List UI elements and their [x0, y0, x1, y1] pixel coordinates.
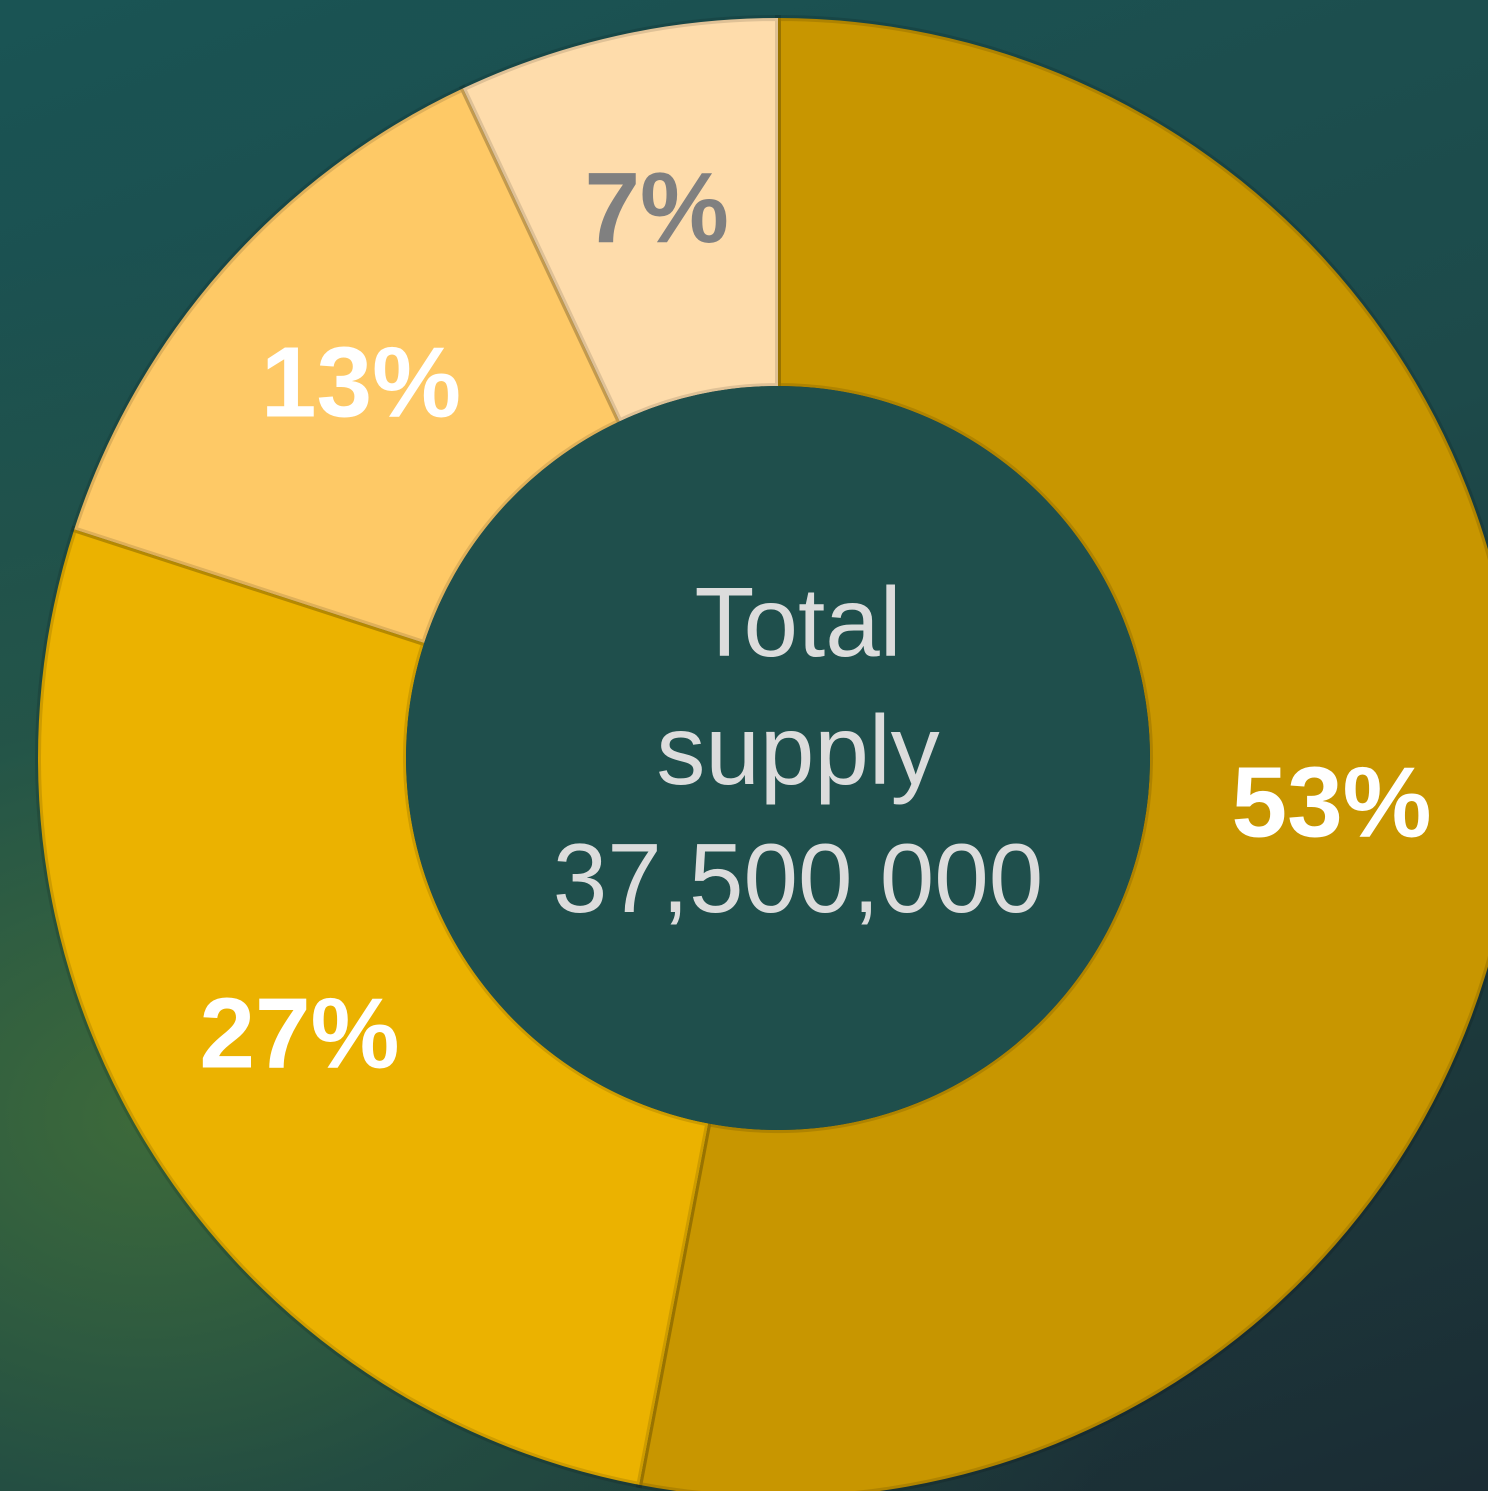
value-label: 27%	[199, 977, 399, 1089]
value-label: 13%	[261, 327, 461, 439]
center-text: Total	[694, 567, 901, 677]
value-label: 7%	[584, 152, 729, 264]
value-label: 53%	[1231, 747, 1431, 859]
center-text: 37,500,000	[553, 823, 1043, 933]
center-text: supply	[656, 695, 939, 805]
donut-hole	[406, 386, 1150, 1130]
